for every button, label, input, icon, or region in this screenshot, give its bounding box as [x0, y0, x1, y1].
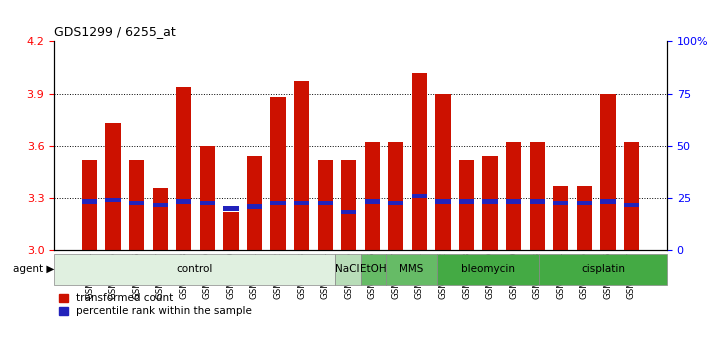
Bar	[386, 254, 437, 285]
Bar	[82, 160, 97, 250]
Bar	[247, 156, 262, 250]
Bar	[176, 87, 192, 250]
Bar	[624, 203, 639, 207]
Bar	[317, 201, 333, 205]
Bar	[200, 146, 215, 250]
Bar	[482, 156, 497, 250]
Bar	[341, 210, 356, 214]
Bar	[388, 201, 404, 205]
Bar	[388, 142, 404, 250]
Bar	[577, 186, 592, 250]
Bar	[200, 201, 215, 205]
Bar	[600, 199, 616, 204]
Text: control: control	[177, 264, 213, 274]
Text: NaCl: NaCl	[335, 264, 360, 274]
Bar	[577, 201, 592, 205]
Bar	[176, 199, 192, 204]
Bar	[437, 254, 539, 285]
Bar	[529, 142, 545, 250]
Text: MMS: MMS	[399, 264, 424, 274]
Bar	[335, 254, 360, 285]
Bar	[482, 199, 497, 204]
Text: agent ▶: agent ▶	[13, 264, 54, 274]
Legend: transformed count, percentile rank within the sample: transformed count, percentile rank withi…	[59, 293, 252, 316]
Bar	[270, 201, 286, 205]
Text: EtOH: EtOH	[360, 264, 386, 274]
Bar	[412, 73, 427, 250]
Bar	[506, 142, 521, 250]
Bar	[553, 201, 568, 205]
Bar	[365, 142, 380, 250]
Bar	[435, 93, 451, 250]
Text: GDS1299 / 6255_at: GDS1299 / 6255_at	[54, 25, 176, 38]
Bar	[529, 199, 545, 204]
Bar	[105, 197, 121, 202]
Bar	[317, 160, 333, 250]
Bar	[105, 123, 121, 250]
Bar	[360, 254, 386, 285]
Bar	[129, 160, 144, 250]
Bar	[539, 254, 667, 285]
Text: bleomycin: bleomycin	[461, 264, 516, 274]
Bar	[270, 97, 286, 250]
Bar	[435, 199, 451, 204]
Bar	[341, 160, 356, 250]
Bar	[553, 186, 568, 250]
Bar	[600, 93, 616, 250]
Bar	[506, 199, 521, 204]
Bar	[365, 199, 380, 204]
Bar	[129, 201, 144, 205]
Bar	[459, 160, 474, 250]
Bar	[294, 81, 309, 250]
Bar	[412, 194, 427, 198]
Bar	[247, 205, 262, 209]
Bar	[82, 199, 97, 204]
Bar	[294, 201, 309, 205]
Bar	[153, 188, 168, 250]
Bar	[224, 212, 239, 250]
Bar	[153, 203, 168, 207]
Bar	[224, 206, 239, 210]
Bar	[54, 254, 335, 285]
Text: cisplatin: cisplatin	[581, 264, 625, 274]
Bar	[624, 142, 639, 250]
Bar	[459, 199, 474, 204]
